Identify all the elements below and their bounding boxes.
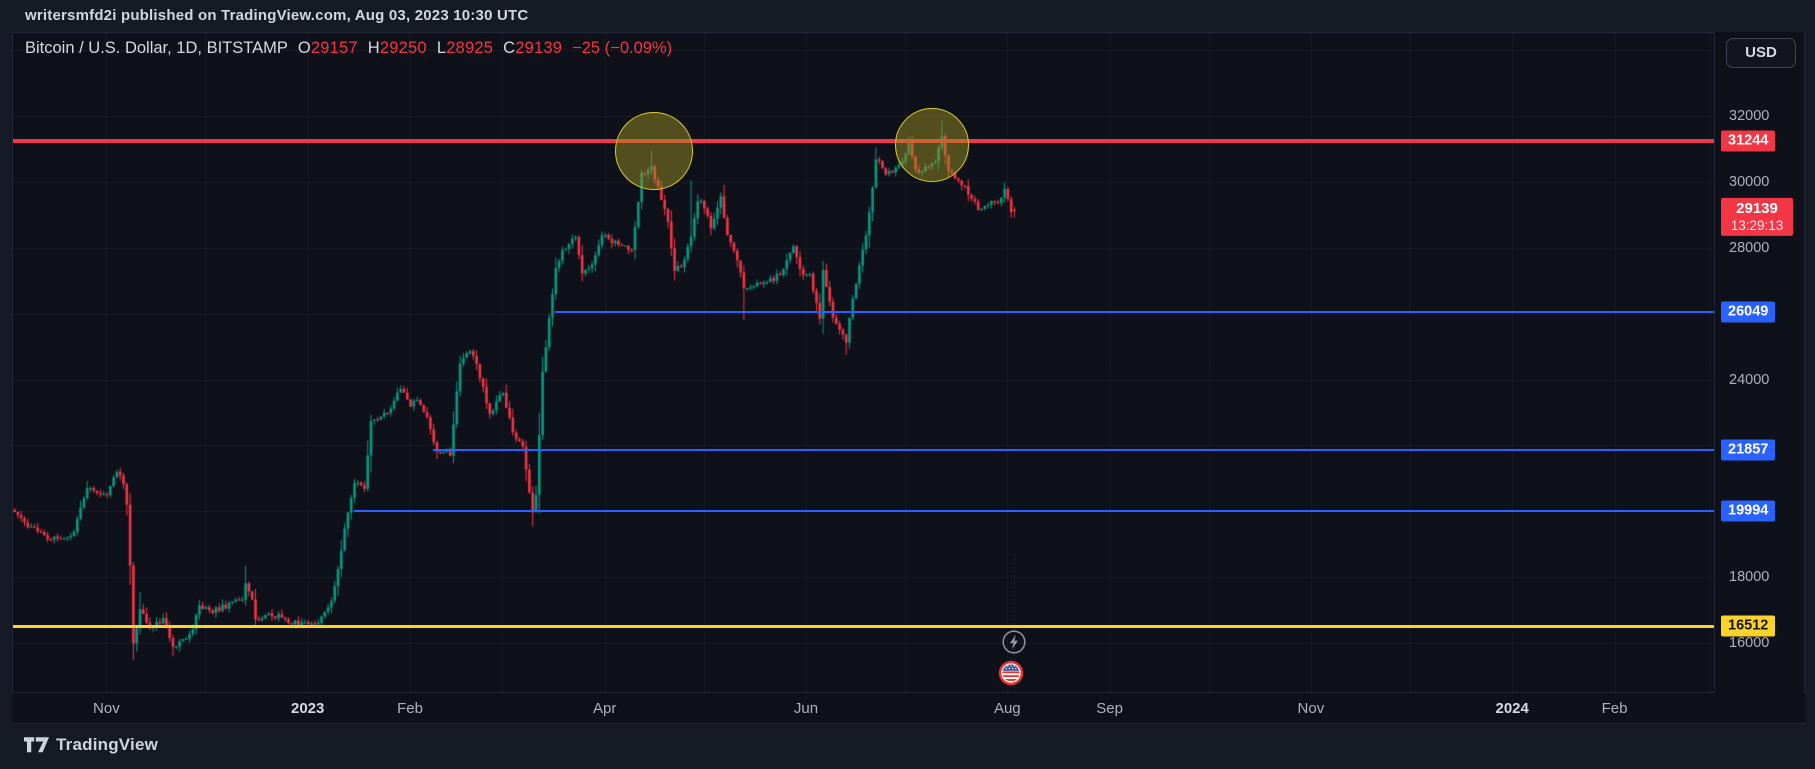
time-tick-aug: Aug: [993, 700, 1021, 717]
last-price-label: 29139 13:29:13: [1721, 198, 1793, 237]
time-tick-feb: Feb: [1601, 700, 1628, 717]
currency-toggle-button[interactable]: USD: [1726, 38, 1796, 68]
resistance-31244-label: 31244: [1721, 130, 1776, 152]
time-tick-nov: Nov: [1297, 700, 1325, 717]
time-tick-feb: Feb: [397, 700, 423, 717]
tradingview-brand-text: TradingView: [56, 735, 159, 754]
time-tick-2023: 2023: [291, 700, 325, 717]
us-flag-event-icon[interactable]: [998, 660, 1024, 686]
time-axis[interactable]: Nov 2023 Feb Apr Jun Aug Sep Nov 2024 Feb: [12, 693, 1805, 724]
time-tick-apr: Apr: [593, 700, 617, 717]
support-26049-line[interactable]: [555, 311, 1715, 314]
time-tick-nov: Nov: [93, 700, 120, 717]
price-tick-28000: 28000: [1729, 239, 1770, 256]
support-16512-label: 16512: [1721, 615, 1776, 637]
support-19994-label: 19994: [1721, 500, 1776, 522]
price-tick-18000: 18000: [1729, 569, 1770, 586]
ohlc-low: L28925: [436, 39, 494, 57]
price-axis[interactable]: USD 32000 30000 28000 24000 18000 16000 31244 2…: [1715, 32, 1805, 693]
support-16512-line[interactable]: [12, 624, 1715, 628]
lightning-event-icon[interactable]: [1001, 629, 1027, 655]
price-tick-30000: 30000: [1729, 174, 1770, 191]
support-19994-line[interactable]: [353, 510, 1715, 513]
symbol-header: Bitcoin / U.S. Dollar, 1D, BITSTAMP O291…: [25, 39, 672, 58]
tradingview-logo-icon: [24, 737, 49, 753]
publisher-bar: writersmfd2i published on TradingView.co…: [0, 0, 1815, 32]
resistance-31244-line[interactable]: [12, 139, 1715, 144]
price-change: −25 (−0.09%): [572, 39, 673, 57]
price-tick-32000: 32000: [1729, 108, 1770, 125]
time-tick-2024: 2024: [1495, 700, 1529, 717]
time-tick-jun: Jun: [793, 700, 819, 717]
candlestick-chart-canvas[interactable]: [12, 32, 1715, 693]
support-21857-line[interactable]: [433, 449, 1715, 452]
time-tick-sep: Sep: [1096, 700, 1123, 717]
symbol-title[interactable]: Bitcoin / U.S. Dollar, 1D, BITSTAMP: [25, 39, 288, 57]
ohlc-close: C29139: [503, 39, 563, 57]
tradingview-logo-link[interactable]: TradingView: [24, 735, 158, 755]
price-tick-24000: 24000: [1729, 371, 1770, 388]
last-price-value: 29139: [1736, 200, 1778, 218]
support-26049-label: 26049: [1721, 301, 1776, 323]
ohlc-high: H29250: [367, 39, 427, 57]
second-top-circle[interactable]: [895, 107, 970, 182]
bar-countdown: 13:29:13: [1730, 218, 1784, 234]
support-21857-label: 21857: [1721, 439, 1776, 461]
footer-bar: TradingView: [0, 724, 1815, 769]
first-top-circle[interactable]: [614, 111, 693, 190]
publisher-text: writersmfd2i published on TradingView.co…: [25, 7, 529, 24]
ohlc-open: O29157: [297, 39, 358, 57]
price-tick-16000: 16000: [1729, 634, 1770, 651]
